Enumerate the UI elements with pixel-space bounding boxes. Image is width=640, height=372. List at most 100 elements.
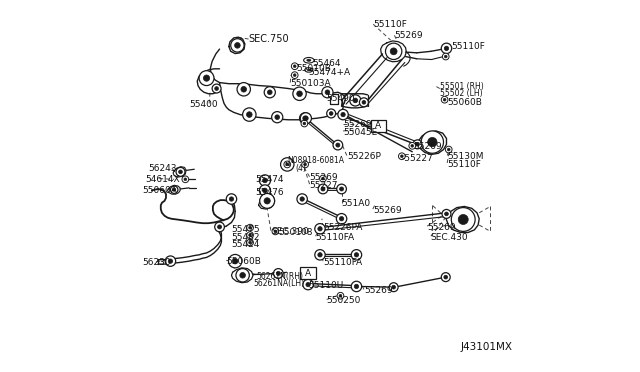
Circle shape xyxy=(315,224,325,234)
Circle shape xyxy=(415,142,419,146)
Circle shape xyxy=(442,53,449,60)
Circle shape xyxy=(218,225,221,229)
Text: 55475: 55475 xyxy=(232,225,260,234)
Circle shape xyxy=(322,87,333,98)
Circle shape xyxy=(264,198,270,204)
Text: 56261N(RH): 56261N(RH) xyxy=(256,272,303,280)
Circle shape xyxy=(303,116,307,121)
Circle shape xyxy=(246,232,253,238)
Circle shape xyxy=(304,163,307,166)
Circle shape xyxy=(271,112,283,123)
Text: J43101MX: J43101MX xyxy=(461,342,513,352)
Text: 55110F: 55110F xyxy=(373,20,407,29)
Text: 55464: 55464 xyxy=(312,59,341,68)
Circle shape xyxy=(441,273,450,282)
Circle shape xyxy=(353,98,358,103)
Circle shape xyxy=(214,87,218,90)
Text: 55227: 55227 xyxy=(310,181,338,190)
Circle shape xyxy=(428,137,437,147)
Text: 55269: 55269 xyxy=(394,31,423,40)
Circle shape xyxy=(260,193,275,208)
Circle shape xyxy=(227,194,237,204)
Text: 55060A: 55060A xyxy=(142,186,177,195)
Circle shape xyxy=(232,258,238,264)
Circle shape xyxy=(293,74,296,77)
Circle shape xyxy=(442,209,451,218)
Text: 55424: 55424 xyxy=(232,240,260,249)
Circle shape xyxy=(168,259,173,263)
Text: A: A xyxy=(375,121,381,130)
Text: 55110F: 55110F xyxy=(451,42,485,51)
Circle shape xyxy=(341,112,345,117)
Circle shape xyxy=(319,175,326,182)
Circle shape xyxy=(199,71,214,86)
Circle shape xyxy=(451,208,475,231)
Circle shape xyxy=(351,250,362,260)
FancyBboxPatch shape xyxy=(300,267,316,279)
Circle shape xyxy=(318,227,322,231)
Text: 55474: 55474 xyxy=(255,175,284,184)
Circle shape xyxy=(240,272,245,278)
Circle shape xyxy=(249,234,252,237)
Circle shape xyxy=(293,87,306,100)
Circle shape xyxy=(236,269,250,282)
Circle shape xyxy=(339,294,342,297)
Circle shape xyxy=(249,241,252,244)
Circle shape xyxy=(411,144,413,147)
Circle shape xyxy=(246,239,253,246)
Circle shape xyxy=(229,197,234,201)
Circle shape xyxy=(315,250,325,260)
Text: 55269: 55269 xyxy=(364,286,392,295)
Circle shape xyxy=(303,116,308,121)
Text: 550108: 550108 xyxy=(278,228,313,237)
Circle shape xyxy=(336,143,340,147)
Circle shape xyxy=(389,283,398,292)
Circle shape xyxy=(302,161,308,168)
Circle shape xyxy=(293,65,296,68)
Circle shape xyxy=(337,214,347,224)
Circle shape xyxy=(300,113,310,124)
Text: SEC.390: SEC.390 xyxy=(271,227,308,236)
Circle shape xyxy=(337,184,346,194)
Circle shape xyxy=(385,43,402,60)
Text: 55010B: 55010B xyxy=(296,64,331,73)
Text: 55110F: 55110F xyxy=(447,160,481,169)
Circle shape xyxy=(300,197,305,201)
Text: 55226PA: 55226PA xyxy=(323,223,362,232)
Circle shape xyxy=(212,84,221,93)
Text: 56230: 56230 xyxy=(142,258,171,267)
Circle shape xyxy=(337,292,344,299)
Circle shape xyxy=(237,83,250,96)
Circle shape xyxy=(318,184,328,194)
Circle shape xyxy=(444,98,446,101)
Circle shape xyxy=(392,285,396,289)
Circle shape xyxy=(318,253,322,257)
Text: 55476: 55476 xyxy=(255,188,284,197)
Circle shape xyxy=(262,178,268,183)
Circle shape xyxy=(301,120,308,127)
Circle shape xyxy=(349,95,361,106)
Circle shape xyxy=(390,48,397,55)
Circle shape xyxy=(286,163,289,166)
Circle shape xyxy=(458,215,468,224)
Text: 55490: 55490 xyxy=(326,94,355,103)
Circle shape xyxy=(362,100,366,104)
Circle shape xyxy=(215,222,225,232)
FancyBboxPatch shape xyxy=(371,120,386,132)
Circle shape xyxy=(273,269,283,278)
Circle shape xyxy=(445,146,452,153)
Circle shape xyxy=(259,185,271,196)
Circle shape xyxy=(235,42,240,48)
Circle shape xyxy=(326,109,335,118)
Circle shape xyxy=(297,91,302,97)
Circle shape xyxy=(303,279,314,290)
Text: 56243: 56243 xyxy=(148,164,177,173)
Circle shape xyxy=(249,226,252,229)
Text: SEC.750: SEC.750 xyxy=(248,34,289,44)
Circle shape xyxy=(246,224,253,231)
Circle shape xyxy=(441,96,448,103)
Circle shape xyxy=(399,153,405,160)
Text: 56261NA(LH): 56261NA(LH) xyxy=(254,279,305,288)
Text: 55110FA: 55110FA xyxy=(323,258,362,267)
Text: 550103A: 550103A xyxy=(291,79,331,88)
